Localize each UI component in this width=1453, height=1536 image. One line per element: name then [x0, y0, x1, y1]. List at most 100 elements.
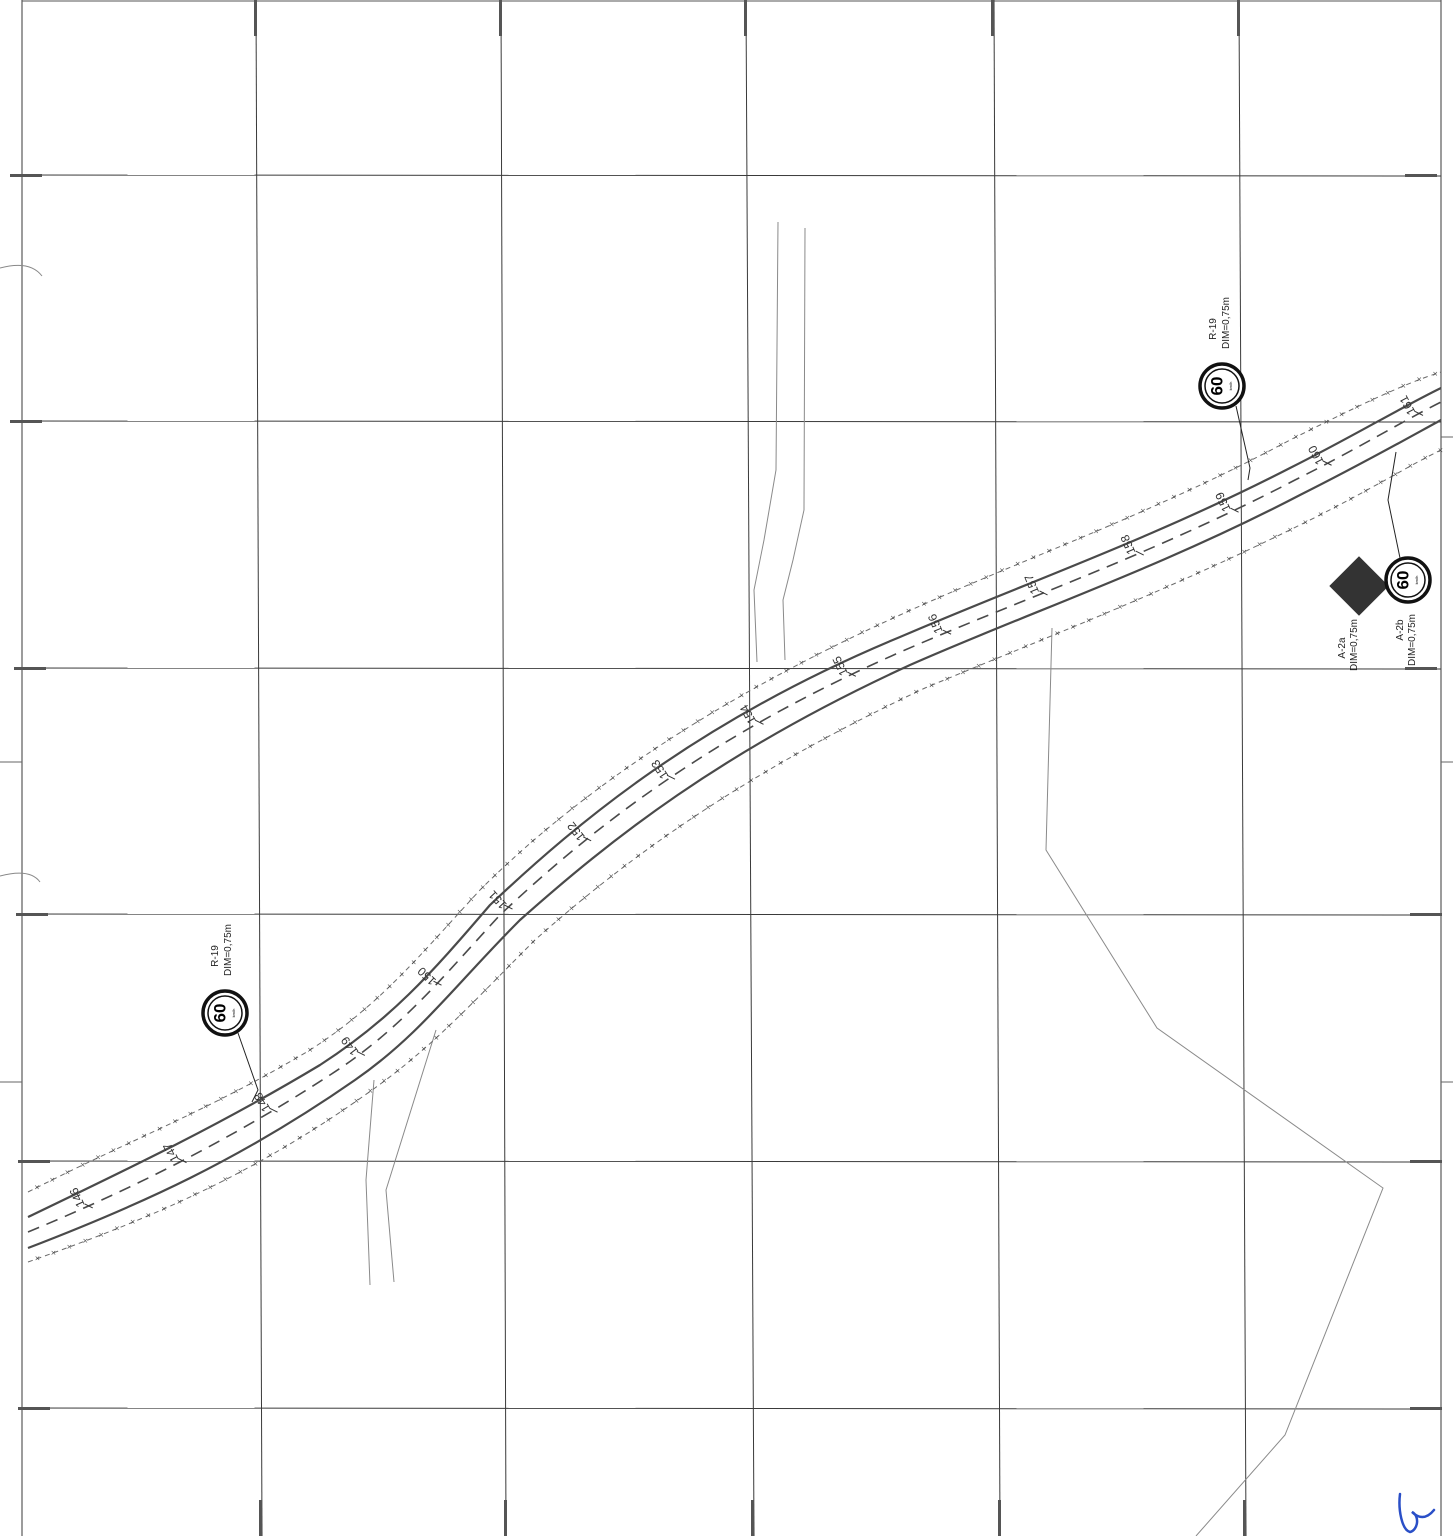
fence-post-mark: ×: [1287, 526, 1293, 534]
fence-post-mark: ×: [80, 1161, 86, 1169]
fence-post-mark: ×: [944, 675, 950, 683]
fence-post-mark: ×: [695, 718, 701, 726]
road-fence-upper: [27, 371, 1442, 1193]
fence-post-mark: ×: [110, 1146, 116, 1154]
signature-mark: [1398, 1492, 1436, 1534]
fence-post-mark: ×: [445, 921, 451, 929]
grid-line-vertical: [255, 0, 263, 1536]
fence-post-mark: ×: [172, 1118, 178, 1126]
fence-post-mark: ×: [421, 1045, 427, 1053]
fence-post-mark: ×: [1086, 616, 1092, 624]
fence-post-mark: ×: [624, 764, 630, 772]
fence-post-mark: ×: [596, 784, 602, 792]
speed-limit-value: 60: [210, 1004, 229, 1023]
grid-line-horizontal: [21, 1160, 1442, 1163]
fence-post-mark: ×: [506, 962, 512, 970]
fence-post-mark: ×: [50, 1249, 56, 1257]
speed-limit-sign-left: 60 km/h R-19 DIM=0,75m: [201, 924, 259, 1103]
fence-post-mark: ×: [1015, 560, 1021, 568]
fence-post-mark: ×: [937, 593, 943, 601]
fence-post-mark: ×: [1140, 507, 1146, 515]
fence-post-mark: ×: [387, 982, 393, 990]
fence-post-mark: ×: [1333, 503, 1339, 511]
fence-post-mark: ×: [1354, 403, 1360, 411]
fence-post-mark: ×: [1348, 495, 1354, 503]
sign-code: A-2b: [1395, 619, 1406, 641]
station-tick: [356, 1051, 366, 1056]
road-alignment: [27, 371, 1442, 1263]
fence-post-mark: ×: [492, 871, 498, 879]
fence-post-mark: ×: [739, 692, 745, 700]
fence-post-mark: ×: [203, 1103, 209, 1111]
fence-post-mark: ×: [530, 837, 536, 845]
fence-post-mark: ×: [1023, 642, 1029, 650]
fence-post-mark: ×: [807, 742, 813, 750]
fence-post-mark: ×: [680, 727, 686, 735]
fence-post-mark: ×: [792, 751, 798, 759]
fence-post-mark: ×: [859, 629, 865, 637]
fence-post-mark: ×: [1148, 590, 1154, 598]
fence-post-mark: ×: [1054, 630, 1060, 638]
fence-post-mark: ×: [1369, 396, 1375, 404]
grid-line-vertical: [500, 0, 507, 1536]
fence-post-mark: ×: [1257, 541, 1263, 549]
fence-post-mark: ×: [875, 621, 881, 629]
fence-post-mark: ×: [976, 662, 982, 670]
fence-post-mark: ×: [446, 1022, 452, 1030]
fence-post-mark: ×: [458, 1010, 464, 1018]
fence-post-mark: ×: [1030, 554, 1036, 562]
fence-post-mark: ×: [1308, 425, 1314, 433]
fence-post-mark: ×: [905, 607, 911, 615]
sign-dimension: DIM=0,75m: [223, 924, 234, 976]
fence-post-mark: ×: [635, 852, 641, 860]
fence-post-mark: ×: [1217, 472, 1223, 480]
fence-post-mark: ×: [470, 998, 476, 1006]
fence-post-mark: ×: [1195, 569, 1201, 577]
fence-post-mark: ×: [913, 688, 919, 696]
station-tick: [178, 1158, 187, 1164]
fence-post-mark: ×: [1179, 576, 1185, 584]
sign-dimension: DIM=0,75m: [1349, 619, 1360, 671]
fence-post-mark: ×: [433, 1034, 439, 1042]
grid-coordinate-tags: [10, 0, 1442, 1536]
fence-post-mark: ×: [798, 659, 804, 667]
fence-post-mark: ×: [1437, 446, 1443, 454]
fence-post-mark: ×: [468, 896, 474, 904]
fence-post-mark: ×: [753, 683, 759, 691]
fence-post-mark: ×: [263, 1071, 269, 1079]
station-label: 155: [829, 654, 850, 678]
station-label: 156: [925, 611, 946, 635]
station-tick: [582, 836, 592, 842]
fence-post-mark: ×: [583, 794, 589, 802]
fence-post-mark: ×: [339, 1107, 345, 1115]
fence-post-mark: ×: [663, 832, 669, 840]
fence-post-mark: ×: [1062, 541, 1068, 549]
fence-post-mark: ×: [187, 1110, 193, 1118]
road-centerline: [27, 401, 1442, 1233]
fence-post-mark: ×: [1393, 470, 1399, 478]
fence-post-mark: ×: [1385, 389, 1391, 397]
sign-code: R-19: [1208, 318, 1219, 340]
fence-post-mark: ×: [278, 1063, 284, 1071]
station-tick: [84, 1203, 93, 1209]
fence-post-mark: ×: [991, 655, 997, 663]
fence-post-mark: ×: [719, 794, 725, 802]
fence-post-mark: ×: [267, 1151, 273, 1159]
fence-post-mark: ×: [335, 1027, 341, 1035]
fence-post-mark: ×: [652, 745, 658, 753]
fence-post-mark: ×: [480, 883, 486, 891]
fence-post-mark: ×: [1133, 597, 1139, 605]
grid-line-horizontal: [21, 1407, 1442, 1410]
fence-post-mark: ×: [883, 703, 889, 711]
fence-post-mark: ×: [321, 1036, 327, 1044]
fence-post-mark: ×: [569, 805, 575, 813]
fence-post-mark: ×: [890, 614, 896, 622]
fence-post-mark: ×: [813, 651, 819, 659]
fence-post-mark: ×: [960, 668, 966, 676]
fence-post-mark: ×: [1407, 462, 1413, 470]
fence-post-mark: ×: [293, 1055, 299, 1063]
station-tick: [1039, 590, 1048, 596]
fence-post-mark: ×: [1293, 433, 1299, 441]
fence-post-mark: ×: [252, 1160, 258, 1168]
